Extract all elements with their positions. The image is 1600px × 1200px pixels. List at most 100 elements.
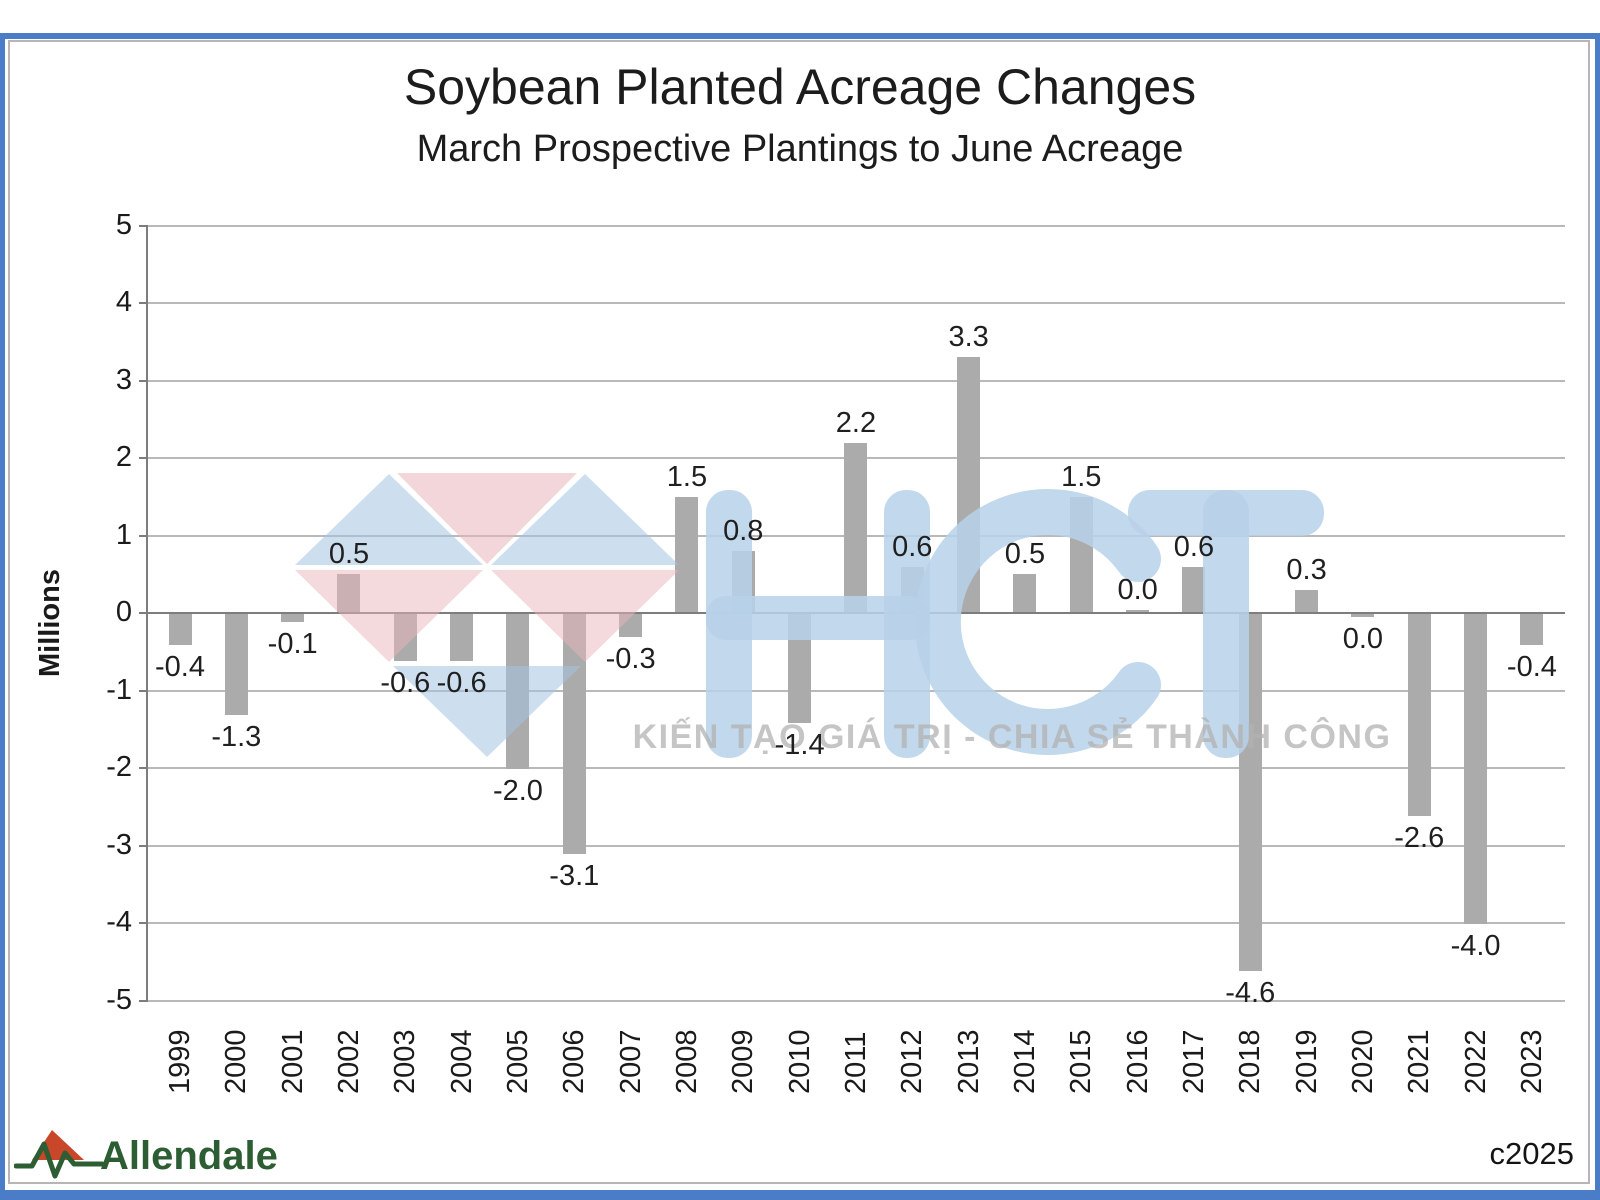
x-axis-tick-label: 2008 [670,1029,703,1094]
x-axis-tick-label: 2018 [1234,1029,1267,1094]
y-axis-tick [139,612,148,614]
x-axis-tick-label: 1999 [164,1029,196,1094]
x-axis-tick-label: 2017 [1177,1029,1210,1094]
y-axis-tick [139,767,148,769]
y-axis-tick [139,999,148,1002]
bar-value-label: -1.3 [211,720,262,753]
bar-value-label: -4.6 [1225,976,1276,1009]
x-axis-tick-label: 2013 [952,1029,985,1094]
bar [731,551,755,613]
y-axis-tick-label: 0 [115,596,132,628]
x-axis-tick-label: 2003 [389,1029,422,1094]
x-axis-tick-label: 2015 [1065,1029,1098,1094]
bar [619,614,643,638]
bar [1013,574,1037,613]
bar-value-label: 1.5 [666,460,708,493]
bar-value-label: -2.0 [492,775,543,807]
y-axis-tick-label: 3 [115,363,132,396]
x-axis-tick-label: 2000 [220,1029,253,1094]
gridline [148,224,1565,227]
x-axis-tick-label: 2019 [1290,1029,1323,1094]
gridline [148,999,1565,1002]
bar-value-label: 0.5 [328,538,370,571]
bar-value-label: -0.1 [267,627,318,660]
gridline [148,689,1565,692]
outer-blue-frame [0,33,1600,1200]
chart-subtitle: March Prospective Plantings to June Acre… [416,128,1184,170]
x-axis-tick-label: 2004 [445,1029,478,1094]
y-axis-tick-label: 1 [115,518,132,551]
bar-value-label: -0.3 [605,643,656,676]
bar [675,496,699,613]
y-axis-tick [139,534,148,537]
x-axis-tick-label: 2011 [839,1031,872,1094]
bar [788,614,812,723]
x-axis-tick-label: 2007 [614,1029,647,1094]
gridline [148,302,1565,304]
bar-value-label: 3.3 [948,321,989,354]
bar-value-label: -0.6 [436,666,487,699]
bar-value-label: 2.2 [835,406,877,439]
gridline [148,767,1565,769]
bar [393,614,417,661]
y-axis-tick [139,922,148,924]
y-axis-tick [139,844,148,847]
bar-value-label: 0.6 [1173,530,1215,563]
x-axis-tick-label: 2016 [1121,1029,1154,1094]
allendale-logo-icon [14,1130,105,1179]
y-axis-tick-label: -2 [106,751,132,783]
bar-value-label: 1.5 [1061,460,1102,493]
bar-value-label: 0.0 [1342,623,1384,655]
y-axis-tick [139,302,148,304]
y-axis-tick-label: -3 [106,828,132,861]
x-axis-tick-label: 2002 [332,1029,365,1094]
bar [281,614,305,622]
bar-value-label: -0.4 [155,651,205,683]
y-axis-tick-label: 4 [115,286,132,318]
bar-value-label: -2.6 [1394,821,1445,854]
x-axis-tick-label: 2020 [1346,1029,1379,1094]
x-axis-tick-label: 2023 [1515,1029,1548,1094]
allendale-logo: Allendale [14,1122,278,1182]
bar-value-label: 0.3 [1286,553,1327,586]
allendale-logo-text: Allendale [100,1134,278,1178]
y-axis-tick [139,689,148,692]
bar [224,614,248,715]
x-axis-tick-label: 2005 [501,1029,534,1094]
bar-value-label: 0.5 [1004,538,1046,571]
bar [1238,614,1262,971]
bar [1295,589,1319,613]
bar [1407,614,1431,816]
bar-value-label: 0.8 [723,515,764,547]
y-axis-tick [139,379,148,382]
x-axis-tick-label: 2014 [1008,1029,1041,1094]
bar [957,357,981,613]
bar-value-label: -3.1 [549,860,600,893]
gridline [148,844,1565,847]
x-axis-tick-label: 2021 [1403,1029,1436,1094]
bar-value-label: 0.6 [892,530,933,563]
bar-value-label: -0.4 [1506,651,1557,683]
bar-value-label: -4.0 [1450,930,1501,962]
bar [168,614,192,645]
bar [1182,566,1206,613]
bar [337,574,361,613]
bar-value-label: -1.4 [774,728,825,761]
y-axis-tick-label: -4 [106,906,132,938]
bar [1520,614,1544,645]
y-axis-tick [139,457,148,459]
y-axis-tick-label: -1 [106,673,132,706]
bar [1351,614,1375,617]
y-axis-line [146,224,148,1002]
bar [450,614,474,661]
y-axis-tick-label: 2 [115,441,132,473]
x-axis-tick-label: 2009 [727,1029,760,1094]
bar [844,442,868,613]
bar-value-label: 0.0 [1117,574,1158,606]
x-axis-tick-label: 2001 [276,1029,309,1094]
chart-header: Soybean Planted Acreage Changes March Pr… [0,58,1600,171]
y-axis-tick [139,224,148,227]
x-axis-tick-label: 2012 [896,1029,929,1094]
y-axis-tick-label: 5 [115,208,132,241]
gridline [148,379,1565,382]
